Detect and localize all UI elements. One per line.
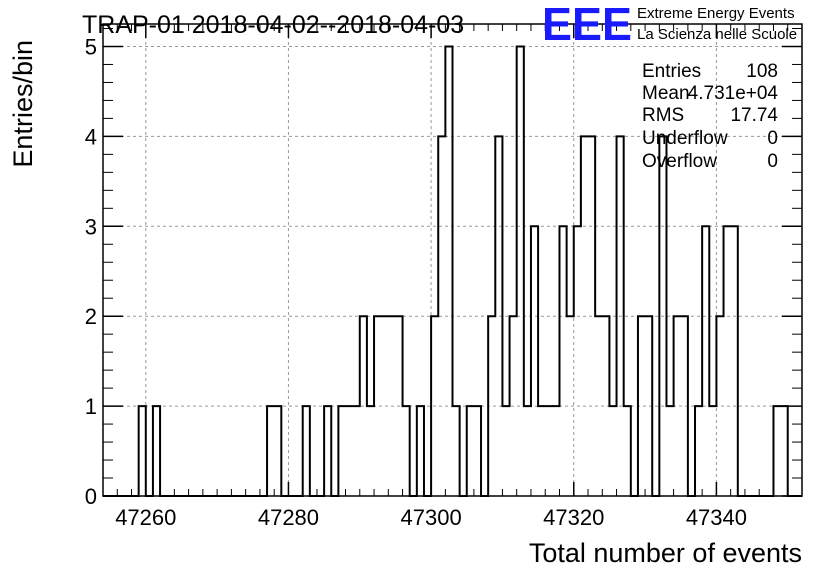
stats-underflow-value: 0 (767, 128, 778, 149)
y-tick-label: 0 (85, 484, 97, 509)
y-tick-label: 4 (85, 124, 97, 149)
stats-entries-value: 108 (746, 61, 778, 82)
eee-logo-line1: Extreme Energy Events (637, 5, 795, 22)
x-tick-label: 47280 (258, 505, 319, 530)
stats-entries-label: Entries (642, 61, 701, 82)
y-tick-label: 5 (85, 34, 97, 59)
histogram-outline (103, 45, 802, 497)
eee-logo: EEE Extreme Energy Events La Scienza nel… (542, 0, 797, 50)
stats-mean-label: Mean (642, 83, 690, 104)
x-axis-label: Total number of events (529, 538, 802, 568)
stats-rms-value: 17.74 (730, 105, 778, 126)
chart-title: TRAP-01 2018-04-02--2018-04-03 (82, 11, 464, 39)
stats-overflow-value: 0 (767, 151, 778, 172)
axis-tick-labels: 47260 47280 47300 47320 47340 0 1 2 3 4 5 (85, 34, 747, 530)
y-tick-label: 2 (85, 304, 97, 329)
stats-mean-value: 4.731e+04 (688, 83, 779, 104)
eee-logo-mark: EEE (542, 0, 632, 50)
x-tick-label: 47260 (115, 505, 176, 530)
stats-box: Entries 108 Mean 4.731e+04 RMS 17.74 Und… (642, 61, 778, 172)
y-tick-label: 1 (85, 394, 97, 419)
x-tick-label: 47340 (686, 505, 747, 530)
plot-frame (102, 23, 803, 497)
stats-overflow-label: Overflow (642, 151, 717, 172)
stats-rms-label: RMS (642, 105, 684, 126)
stats-underflow-label: Underflow (642, 128, 728, 149)
eee-logo-line2: La Scienza nelle Scuole (637, 26, 797, 43)
x-tick-label: 47300 (401, 505, 462, 530)
y-tick-label: 3 (85, 214, 97, 239)
x-tick-label: 47320 (543, 505, 604, 530)
y-axis-label: Entries/bin (8, 40, 38, 168)
